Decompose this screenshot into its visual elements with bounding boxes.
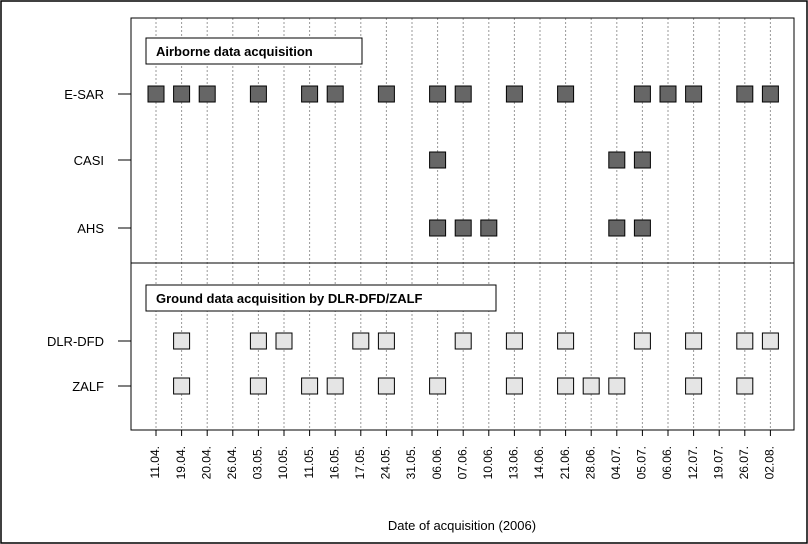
x-tick-label: 07.06. (455, 446, 469, 479)
acquisition-markers (147, 85, 779, 395)
acquisition-marker (198, 85, 216, 103)
x-tick-label: 11.04. (148, 446, 162, 478)
x-tick-label: 17.05. (353, 446, 367, 479)
acquisition-marker (429, 219, 447, 237)
x-tick-label: 26.07. (737, 446, 751, 479)
acquisition-marker (685, 332, 703, 350)
acquisition-marker (173, 377, 191, 395)
acquisition-marker (505, 85, 523, 103)
x-tick-label: 05.07. (635, 446, 649, 479)
acquisition-marker (429, 377, 447, 395)
acquisition-marker (147, 85, 165, 103)
acquisition-marker (505, 332, 523, 350)
acquisition-marker (429, 85, 447, 103)
x-axis-label: Date of acquisition (2006) (388, 518, 536, 533)
acquisition-marker (173, 85, 191, 103)
x-tick-label: 24.05. (379, 446, 393, 479)
acquisition-marker (249, 377, 267, 395)
x-tick-label: 19.07. (711, 446, 725, 479)
acquisition-marker (736, 377, 754, 395)
x-tick-label: 20.04. (199, 446, 213, 479)
acquisition-marker (249, 332, 267, 350)
x-axis: 11.04. 19.04. 20.04. 26.04. 03.05. 10.05. 11.0… (148, 430, 777, 479)
y-axis: E-SAR CASI AHS DLR-DFD ZALF (47, 87, 131, 394)
acquisition-marker (608, 377, 626, 395)
y-tick-label: ZALF (72, 379, 104, 394)
x-tick-label: 11.05. (302, 446, 316, 478)
x-tick-label: 14.06. (532, 446, 546, 479)
acquisition-marker (685, 85, 703, 103)
acquisition-marker (377, 85, 395, 103)
acquisition-marker (326, 85, 344, 103)
acquisition-marker (352, 332, 370, 350)
acquisition-marker (557, 85, 575, 103)
acquisition-marker (685, 377, 703, 395)
x-tick-label: 12.07. (686, 446, 700, 479)
x-tick-label: 28.06. (583, 446, 597, 479)
y-tick-label: DLR-DFD (47, 334, 104, 349)
acquisition-marker (301, 377, 319, 395)
acquisition-marker (608, 219, 626, 237)
x-tick-label: 31.05. (404, 446, 418, 479)
x-tick-label: 13.06. (507, 446, 521, 479)
x-tick-label: 06.06. (430, 446, 444, 479)
acquisition-marker (377, 377, 395, 395)
acquisition-marker (608, 151, 626, 169)
acquisition-marker (326, 377, 344, 395)
acquisition-marker (659, 85, 677, 103)
acquisition-marker (275, 332, 293, 350)
x-tick-label: 03.05. (251, 446, 265, 479)
x-tick-label: 16.05. (327, 446, 341, 479)
acquisition-marker (173, 332, 191, 350)
acquisition-marker (505, 377, 523, 395)
acquisition-marker (736, 85, 754, 103)
acquisition-marker (454, 85, 472, 103)
acquisition-marker (301, 85, 319, 103)
y-tick-label: AHS (77, 221, 104, 236)
acquisition-marker (377, 332, 395, 350)
acquisition-marker (480, 219, 498, 237)
acquisition-marker (429, 151, 447, 169)
acquisition-marker (582, 377, 600, 395)
x-tick-label: 26.04. (225, 446, 239, 479)
acquisition-marker (557, 332, 575, 350)
x-tick-label: 02.08. (763, 446, 777, 479)
plot-box (130, 17, 795, 431)
acquisition-marker (633, 332, 651, 350)
x-tick-label: 19.04. (174, 446, 188, 479)
acquisition-marker (761, 85, 779, 103)
acquisition-marker (557, 377, 575, 395)
y-tick-label: E-SAR (64, 87, 104, 102)
acquisition-marker (761, 332, 779, 350)
acquisition-marker (633, 151, 651, 169)
x-tick-label: 04.07. (609, 446, 623, 479)
y-tick-label: CASI (74, 153, 104, 168)
x-tick-label: 10.05. (276, 446, 290, 479)
acquisition-marker (633, 85, 651, 103)
acquisition-marker (249, 85, 267, 103)
x-tick-label: 10.06. (481, 446, 495, 479)
x-tick-label: 21.06. (558, 446, 572, 479)
acquisition-marker (736, 332, 754, 350)
acquisition-marker (454, 332, 472, 350)
x-tick-label: 06.06. (660, 446, 674, 479)
panel-title-airborne-text: Airborne data acquisition (156, 44, 313, 59)
panel-title-airborne: Airborne data acquisition (145, 37, 363, 65)
panel-title-ground-text: Ground data acquisition by DLR-DFD/ZALF (156, 291, 423, 306)
panel-title-ground: Ground data acquisition by DLR-DFD/ZALF (145, 284, 497, 312)
acquisition-marker (633, 219, 651, 237)
acquisition-marker (454, 219, 472, 237)
